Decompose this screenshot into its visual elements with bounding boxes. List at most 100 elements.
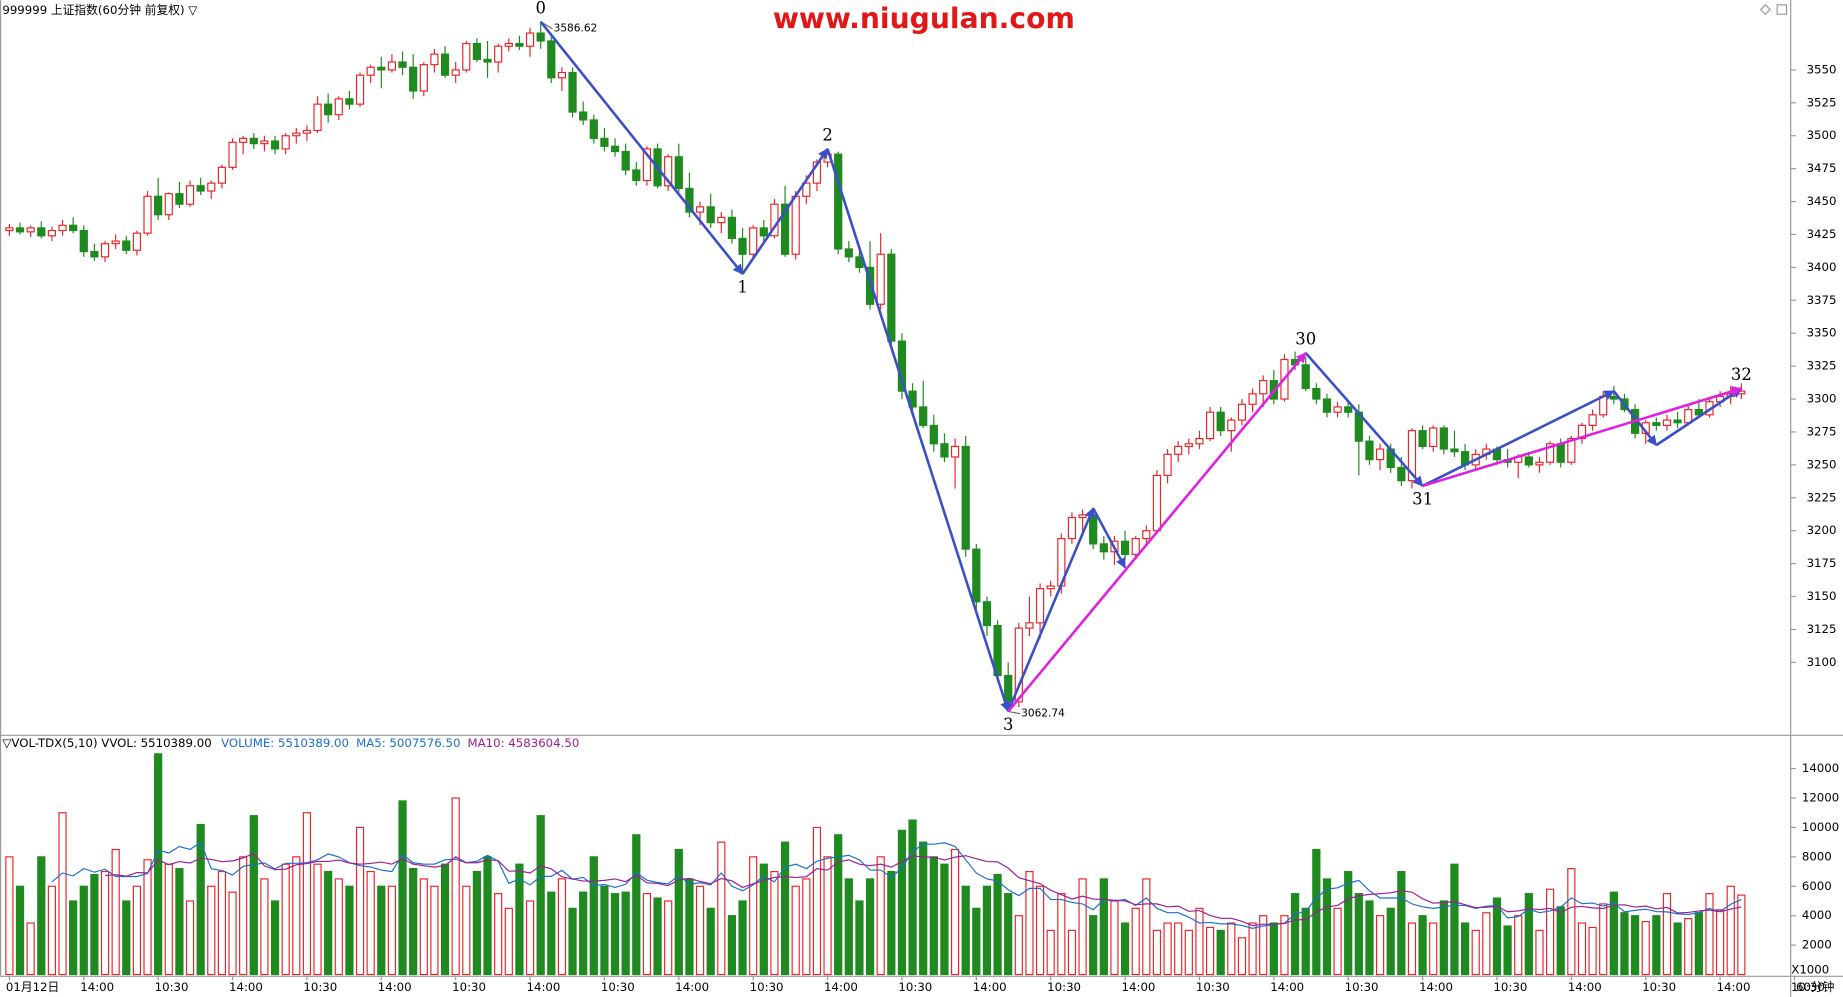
ma-line (51, 841, 1742, 929)
candle-body (515, 42, 524, 47)
volume-bar (706, 907, 715, 976)
y-tick-label: 6000 (1802, 879, 1832, 893)
candle-body (1545, 443, 1555, 463)
wave-label: 32 (1731, 365, 1752, 384)
candle-body (1259, 380, 1268, 395)
volume-bar (1354, 893, 1363, 976)
candle-body (260, 140, 269, 145)
candle-body (695, 206, 705, 213)
volume-bar (1227, 922, 1236, 976)
wave-label: 0 (535, 0, 545, 17)
volume-bar (143, 859, 152, 976)
volume-bar (770, 870, 779, 976)
volume-bar (239, 856, 248, 976)
volume-bar (865, 878, 875, 976)
x-tick-label: 01月12日 (6, 980, 59, 994)
candle-body (79, 229, 88, 253)
candle-body (1120, 540, 1130, 555)
volume-bar (419, 878, 428, 976)
candle-body (398, 61, 407, 68)
x-tick-label: 14:00 (1568, 980, 1602, 994)
legend-entry: MA5: 5007576.50 (356, 735, 460, 749)
y-tick-label: 3300 (1807, 392, 1837, 406)
volume-bar (164, 863, 173, 976)
volume-bar (313, 863, 322, 976)
volume-bar (1333, 907, 1342, 976)
candle-body (100, 243, 110, 258)
volume-bar (440, 863, 450, 976)
candle-body (132, 232, 142, 251)
volume-bar (270, 900, 280, 976)
volume-bar (228, 891, 237, 976)
candle-body (982, 601, 992, 627)
volume-bar (1641, 920, 1650, 976)
candle-body (1237, 403, 1247, 421)
wave-line (1007, 507, 1095, 712)
volume-bar (1205, 926, 1215, 976)
volume-bar (1630, 915, 1640, 976)
volume-bar (1492, 897, 1502, 976)
volume-bar (377, 885, 386, 976)
volume-bar (1375, 915, 1385, 976)
volume-bar (1514, 915, 1523, 976)
candle-body (1004, 674, 1013, 703)
candle-body (1567, 437, 1576, 463)
volume-bar (525, 900, 535, 976)
candle-body (759, 227, 768, 237)
candle-body (143, 195, 152, 234)
volume-bar (1078, 878, 1087, 976)
candle-body (642, 148, 652, 182)
candle-body (1163, 453, 1172, 476)
x-tick-label: 10:30 (155, 980, 189, 994)
volume-bar (1471, 929, 1480, 976)
candle-body (674, 156, 683, 189)
volume-bar (579, 891, 588, 976)
candle-body (706, 206, 715, 224)
volume-bar (1460, 922, 1470, 976)
volume-bar (1195, 907, 1204, 976)
candle-body (334, 98, 343, 116)
icon[interactable] (1776, 4, 1788, 15)
y-tick-label: 3250 (1807, 457, 1837, 471)
legend-entry: VOLUME: 5510389.00 (221, 735, 349, 749)
candle-body (1216, 411, 1225, 432)
y-tick-label: 10000 (1802, 820, 1839, 834)
volume-bar (1503, 925, 1512, 976)
volume-bar (621, 891, 630, 976)
volume-bar (483, 856, 492, 976)
candle-body (164, 193, 173, 216)
candle-body (1174, 445, 1183, 455)
y-tick-label: 14000 (1802, 761, 1839, 775)
volume-bar (1290, 893, 1300, 976)
candle-body (950, 445, 960, 458)
volume-bar (1110, 900, 1119, 976)
candle-body (1099, 543, 1108, 553)
volume-bar (1067, 929, 1077, 976)
volume-bar (1280, 915, 1289, 976)
volume-bar (1386, 907, 1395, 976)
candle-body (239, 137, 248, 143)
x-tick-label: 14:00 (527, 980, 561, 994)
volume-bar (515, 863, 524, 976)
volume-bar (1322, 878, 1332, 976)
candle-body (355, 74, 365, 105)
candle-body (589, 119, 598, 139)
candle-body (749, 227, 758, 255)
volume-bar (1524, 893, 1533, 976)
y-tick-label: 3400 (1807, 260, 1837, 274)
volume-bar (122, 900, 131, 976)
candle-body (802, 182, 811, 197)
volume-bar (1397, 870, 1406, 976)
icon[interactable] (1759, 4, 1771, 16)
candle-body (5, 227, 14, 232)
x-tick-label: 10:30 (1791, 980, 1825, 994)
candle-body (717, 216, 726, 224)
volume-bar (494, 893, 503, 976)
x-tick-label: 10:30 (1345, 980, 1379, 994)
volume-bar (355, 826, 365, 976)
candle-body (1439, 427, 1448, 450)
volume-bar (940, 863, 949, 976)
wave-line (826, 148, 1011, 713)
volume-bar (749, 856, 758, 976)
candle-body (610, 145, 620, 153)
